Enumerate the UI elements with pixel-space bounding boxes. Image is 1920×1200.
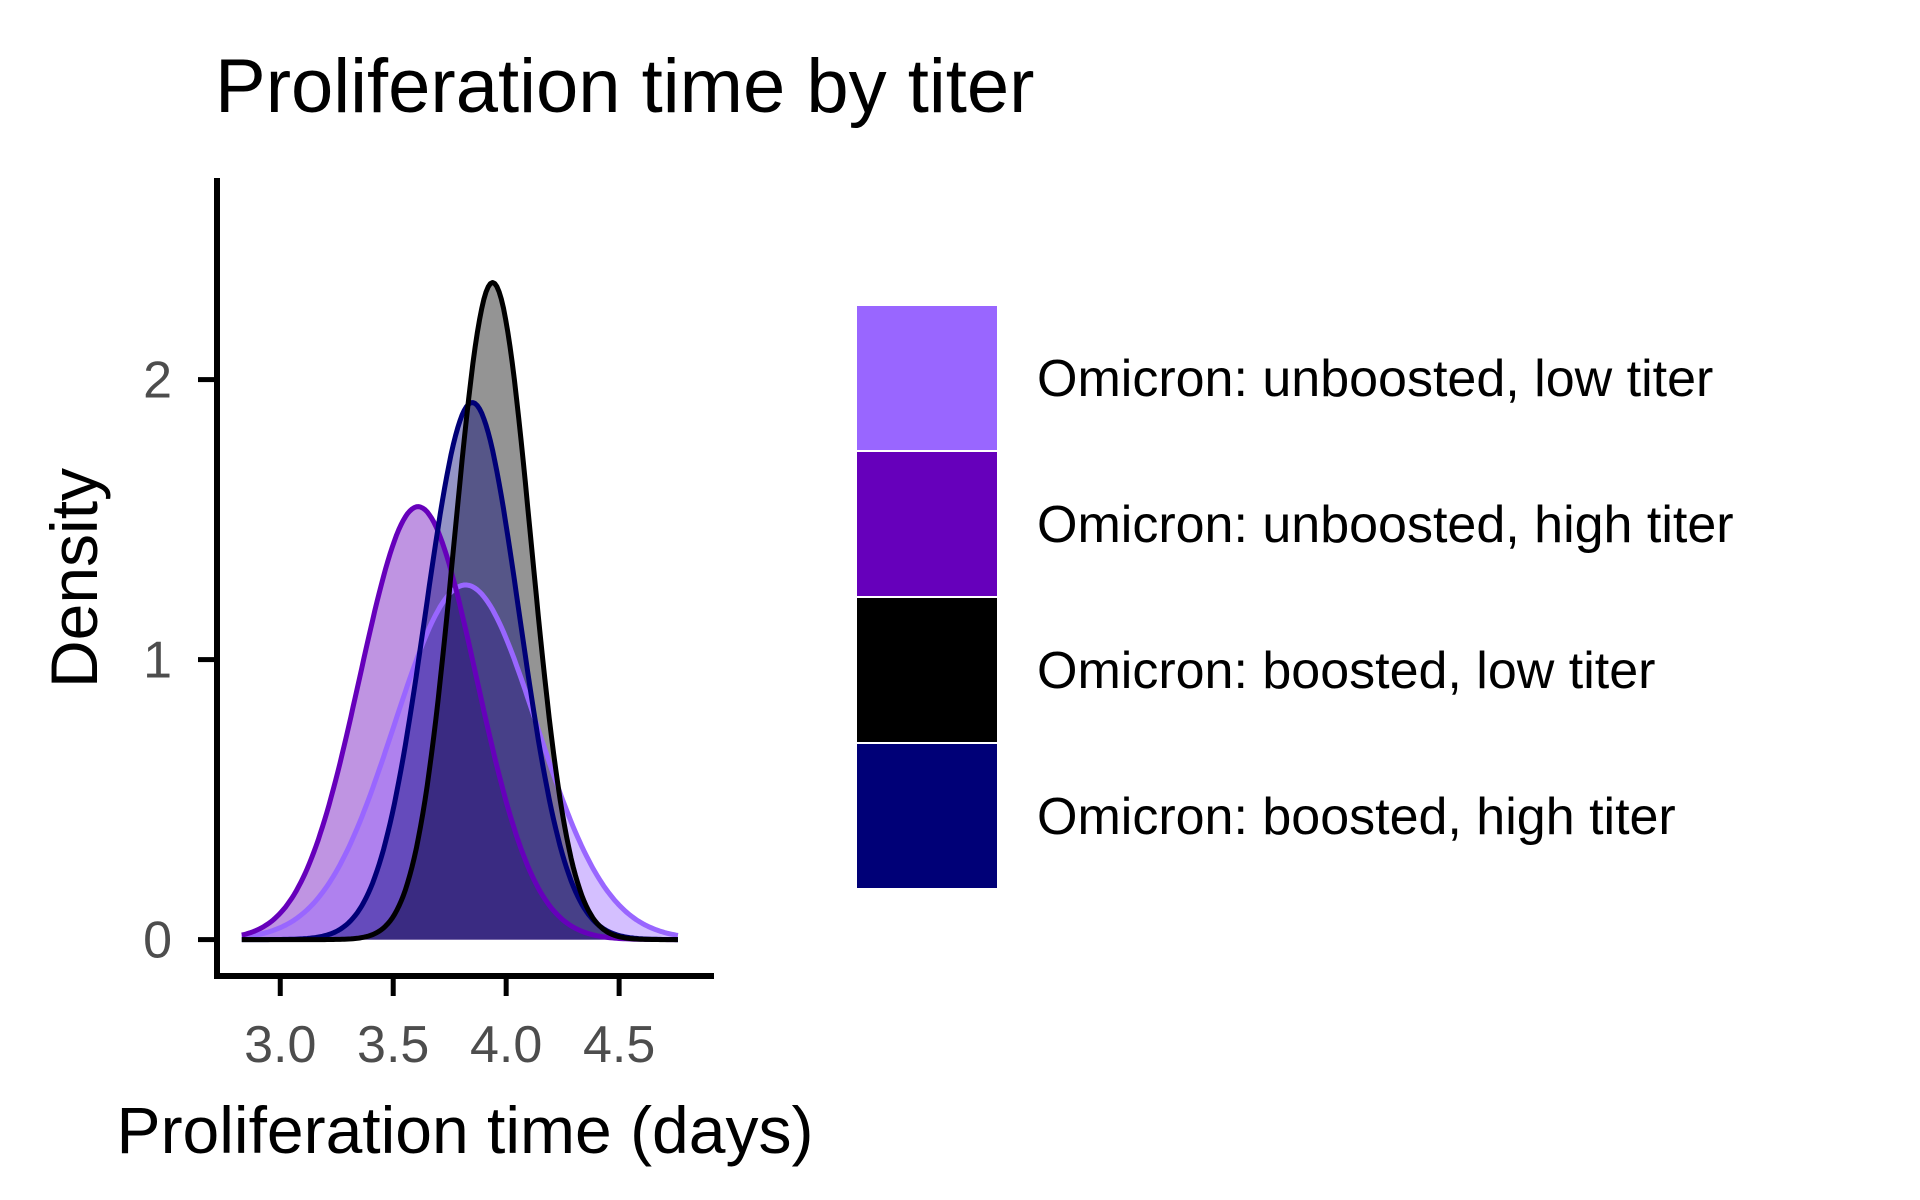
- legend-key-series-3: [855, 596, 999, 744]
- y-tick-label: 0: [143, 912, 172, 970]
- y-tick-label: 1: [143, 632, 172, 690]
- y-axis-ticks: 0 1 2: [143, 352, 214, 970]
- legend-key-series-4: [855, 742, 999, 890]
- y-tick-label: 2: [143, 352, 172, 410]
- x-tick-label: 3.0: [244, 1016, 316, 1074]
- density-area-series-4: [241, 402, 678, 940]
- x-tick-label: 4.0: [470, 1016, 542, 1074]
- legend: Omicron: unboosted, low titer Omicron: un…: [855, 304, 1734, 890]
- x-axis-ticks: 3.0 3.5 4.0 4.5: [244, 979, 655, 1074]
- legend-key-series-2: [855, 450, 999, 598]
- legend-label-series-3: Omicron: boosted, low titer: [1037, 642, 1655, 700]
- legend-key-series-1: [855, 304, 999, 452]
- x-tick-label: 4.5: [583, 1016, 655, 1074]
- x-tick-label: 3.5: [357, 1016, 429, 1074]
- density-area-series-2: [241, 506, 678, 940]
- density-line-series-3: [241, 280, 679, 943]
- legend-label-series-2: Omicron: unboosted, high titer: [1037, 496, 1734, 554]
- density-line-series-2: [241, 504, 679, 943]
- x-axis-title: Proliferation time (days): [117, 1093, 814, 1167]
- legend-label-series-1: Omicron: unboosted, low titer: [1037, 350, 1713, 408]
- legend-label-series-4: Omicron: boosted, high titer: [1037, 788, 1676, 846]
- chart-title: Proliferation time by titer: [215, 44, 1034, 129]
- plot-area: [241, 280, 679, 943]
- density-line-series-1: [241, 582, 679, 940]
- y-axis-title: Density: [37, 468, 111, 688]
